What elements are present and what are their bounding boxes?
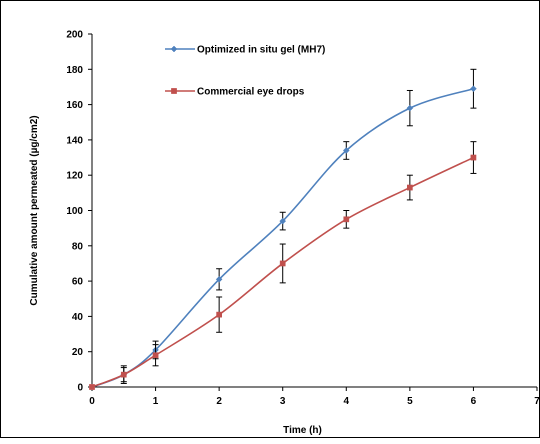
data-point: [470, 154, 477, 161]
y-tick-label: 160: [66, 100, 83, 111]
y-tick-label: 40: [72, 312, 84, 323]
y-tick-label: 140: [66, 135, 83, 146]
x-tick-label: 6: [471, 396, 477, 407]
y-tick-label: 120: [66, 171, 83, 182]
x-tick-label: 7: [534, 396, 540, 407]
series-2: [89, 141, 477, 390]
legend-label-1: Optimized in situ gel (MH7): [197, 45, 325, 56]
x-tick-label: 0: [89, 396, 95, 407]
y-tick-label: 60: [72, 277, 84, 288]
data-point: [279, 217, 287, 225]
x-tick-label: 4: [344, 396, 350, 407]
y-tick-label: 20: [72, 347, 84, 358]
data-point: [279, 260, 286, 267]
legend-marker-2: [171, 88, 177, 94]
legend-label-2: Commercial eye drops: [197, 87, 305, 98]
x-tick-label: 3: [280, 396, 286, 407]
legend: Optimized in situ gel (MH7) Commercial ey…: [165, 45, 325, 98]
axes: 0 20 40 60 80 100 120 140 160 180 200 0 1 2 3 4 5 6 7: [66, 30, 540, 408]
data-point: [406, 104, 414, 112]
data-point: [343, 216, 350, 223]
plot-area: [88, 68, 477, 391]
x-axis-title: Time (h): [283, 425, 322, 436]
y-tick-label: 180: [66, 65, 83, 76]
series-1: [88, 68, 477, 391]
data-point: [89, 384, 95, 390]
data-point: [152, 352, 159, 359]
y-tick-label: 80: [72, 241, 84, 252]
data-point: [342, 147, 350, 154]
x-tick-label: 2: [216, 396, 222, 407]
data-point: [216, 311, 222, 318]
data-point: [407, 184, 413, 191]
y-tick-label: 0: [77, 383, 83, 394]
legend-marker-1: [170, 45, 178, 53]
data-point: [470, 85, 477, 93]
series-2-line: [91, 156, 474, 388]
y-tick-label: 100: [66, 206, 83, 217]
y-axis-title: Cumulative amount permeated (µg/cm2): [29, 115, 40, 305]
data-point: [120, 371, 127, 378]
x-tick-label: 5: [407, 396, 413, 407]
y-tick-label: 200: [66, 30, 83, 41]
x-tick-label: 1: [153, 396, 159, 407]
data-point: [215, 275, 223, 283]
series-1-line: [91, 87, 474, 388]
